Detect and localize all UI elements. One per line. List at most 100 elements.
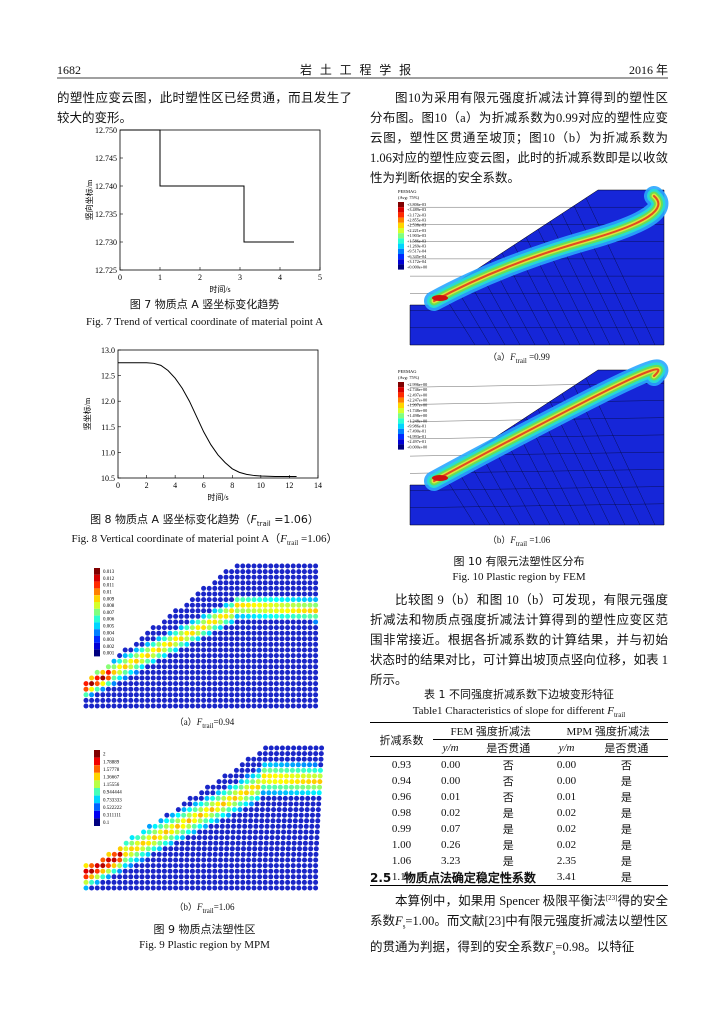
particle [266,784,272,790]
particle [301,597,307,603]
particle [122,874,128,880]
particle [206,697,212,703]
text: F [280,533,287,545]
particle [251,619,257,625]
particle [117,857,123,863]
legend-swatch [398,238,404,244]
particle [265,812,271,818]
particle [286,823,292,829]
text: F [196,902,203,912]
particle [240,641,246,647]
particle [100,868,106,874]
particle [296,636,302,642]
fem-model [409,186,669,346]
particle [206,625,212,631]
particle [173,653,179,659]
particle [133,874,139,880]
legend-label: +1.248e+00 [407,418,427,423]
particle [197,812,203,818]
legend-label: +1.997e+00 [407,403,427,408]
particle [139,686,145,692]
particle [187,801,193,807]
particle [251,697,257,703]
particle [310,795,316,801]
particle [257,647,263,653]
caption: Fig. 9 Plastic region by MPM [139,939,270,951]
particle [284,767,290,773]
particle [157,840,163,846]
particle [297,840,303,846]
particle [290,669,296,675]
particle [248,818,254,824]
particle [301,692,307,698]
particle [317,767,323,773]
particle [145,641,151,647]
particle [274,745,280,751]
particle [313,591,319,597]
particle [304,812,310,818]
particle [307,885,313,891]
particle [122,686,128,692]
particle [245,863,251,869]
particle [285,613,291,619]
particle [262,697,268,703]
particle [234,675,240,681]
particle [212,686,218,692]
particle [217,580,223,586]
particle [232,795,238,801]
legend-label: 0.001 [103,652,115,657]
text: trail [256,520,271,529]
particle [285,574,291,580]
particle [161,681,167,687]
particle [217,703,223,709]
particle [245,574,251,580]
particle [140,846,146,852]
table-title: 表 1 不同强度折减系数下边坡变形特征 [424,688,614,701]
particle [301,879,307,885]
particle [201,863,207,869]
particle [290,625,296,631]
particle [150,625,156,631]
particle [275,829,281,835]
particle [173,647,179,653]
caption: Fig. 10 Plastic region by FEM [452,571,586,583]
particle [150,692,156,698]
particle [279,857,285,863]
particle [163,835,169,841]
particle [268,863,274,869]
particle [223,851,229,857]
particle [213,829,219,835]
particle [212,608,218,614]
particle [240,580,246,586]
particle [201,874,207,880]
particle [252,835,258,841]
particle [174,835,180,841]
particle [190,851,196,857]
particle [219,829,225,835]
particle [273,681,279,687]
particle [268,608,274,614]
particle [145,630,151,636]
particle [216,784,222,790]
particle [251,874,257,880]
particle [247,823,253,829]
particle [217,874,223,880]
particle [156,653,162,659]
particle [237,801,243,807]
header-cell: FEM 强度折减法 [433,722,549,740]
particle [111,664,117,670]
particle [184,630,190,636]
particle [94,874,100,880]
strain-band [433,368,660,482]
particle [313,669,319,675]
particle [128,692,134,698]
particle [284,756,290,762]
particle [285,681,291,687]
legend-label: 0.004 [103,631,115,636]
particle [255,790,261,796]
particle [105,686,111,692]
particle [156,625,162,631]
y-tick-label: 13.0 [101,346,115,355]
particle [253,829,259,835]
x-tick-label: 1 [158,273,162,282]
